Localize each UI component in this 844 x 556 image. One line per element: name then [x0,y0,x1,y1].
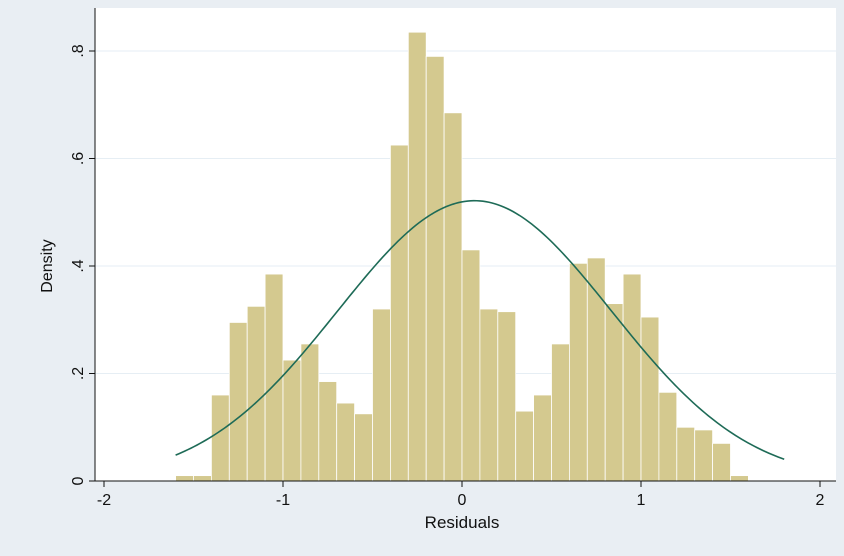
histogram-bar [425,55,445,482]
histogram-bar [354,413,373,482]
histogram-bar [210,394,230,482]
x-axis-title: Residuals [425,513,500,532]
x-tick-label: 1 [637,492,646,509]
histogram-bar [372,308,391,482]
x-tick-label: -1 [276,492,290,509]
histogram-bar [175,475,194,482]
histogram-bar [300,343,320,482]
histogram-bar [730,475,749,482]
y-tick-label: .2 [70,367,87,380]
histogram-bar [658,391,678,482]
histogram-bar [389,144,409,482]
y-axis-ticks: 0 .2 .4 .6 .8 [70,44,95,485]
histogram-bar [336,402,356,482]
histogram-bar [604,303,624,482]
histogram-bar [443,112,463,482]
histogram-bar [515,410,535,482]
histogram-bar [676,426,696,482]
y-tick-label: .6 [70,152,87,165]
histogram-bar [193,475,212,482]
histogram-bar [712,442,731,482]
histogram-bar [461,249,481,482]
histogram-bars [175,31,749,482]
axes [94,8,836,482]
y-axis-title: Density [39,239,56,292]
x-tick-label: -2 [97,492,111,509]
normal-density-curve [175,199,785,461]
histogram-bar [228,322,248,482]
histogram-bar [246,305,266,482]
histogram-bar [569,262,588,482]
histogram-bar [318,381,338,482]
y-tick-label: 0 [70,476,87,485]
histogram-bar [533,394,552,482]
histogram-bar [694,429,714,482]
y-tick-label: .4 [70,259,87,272]
histogram-bar [497,311,517,482]
y-tick-label: .8 [70,44,87,57]
x-axis-ticks: -2 -1 0 1 2 [97,481,825,509]
histogram-bar [479,308,499,482]
x-tick-label: 0 [458,492,467,509]
x-tick-label: 2 [816,492,825,509]
histogram-bar [282,359,302,482]
histogram-bar [551,343,570,482]
histogram-bar [622,273,642,482]
histogram-bar [407,31,427,482]
histogram-bar [640,316,660,482]
